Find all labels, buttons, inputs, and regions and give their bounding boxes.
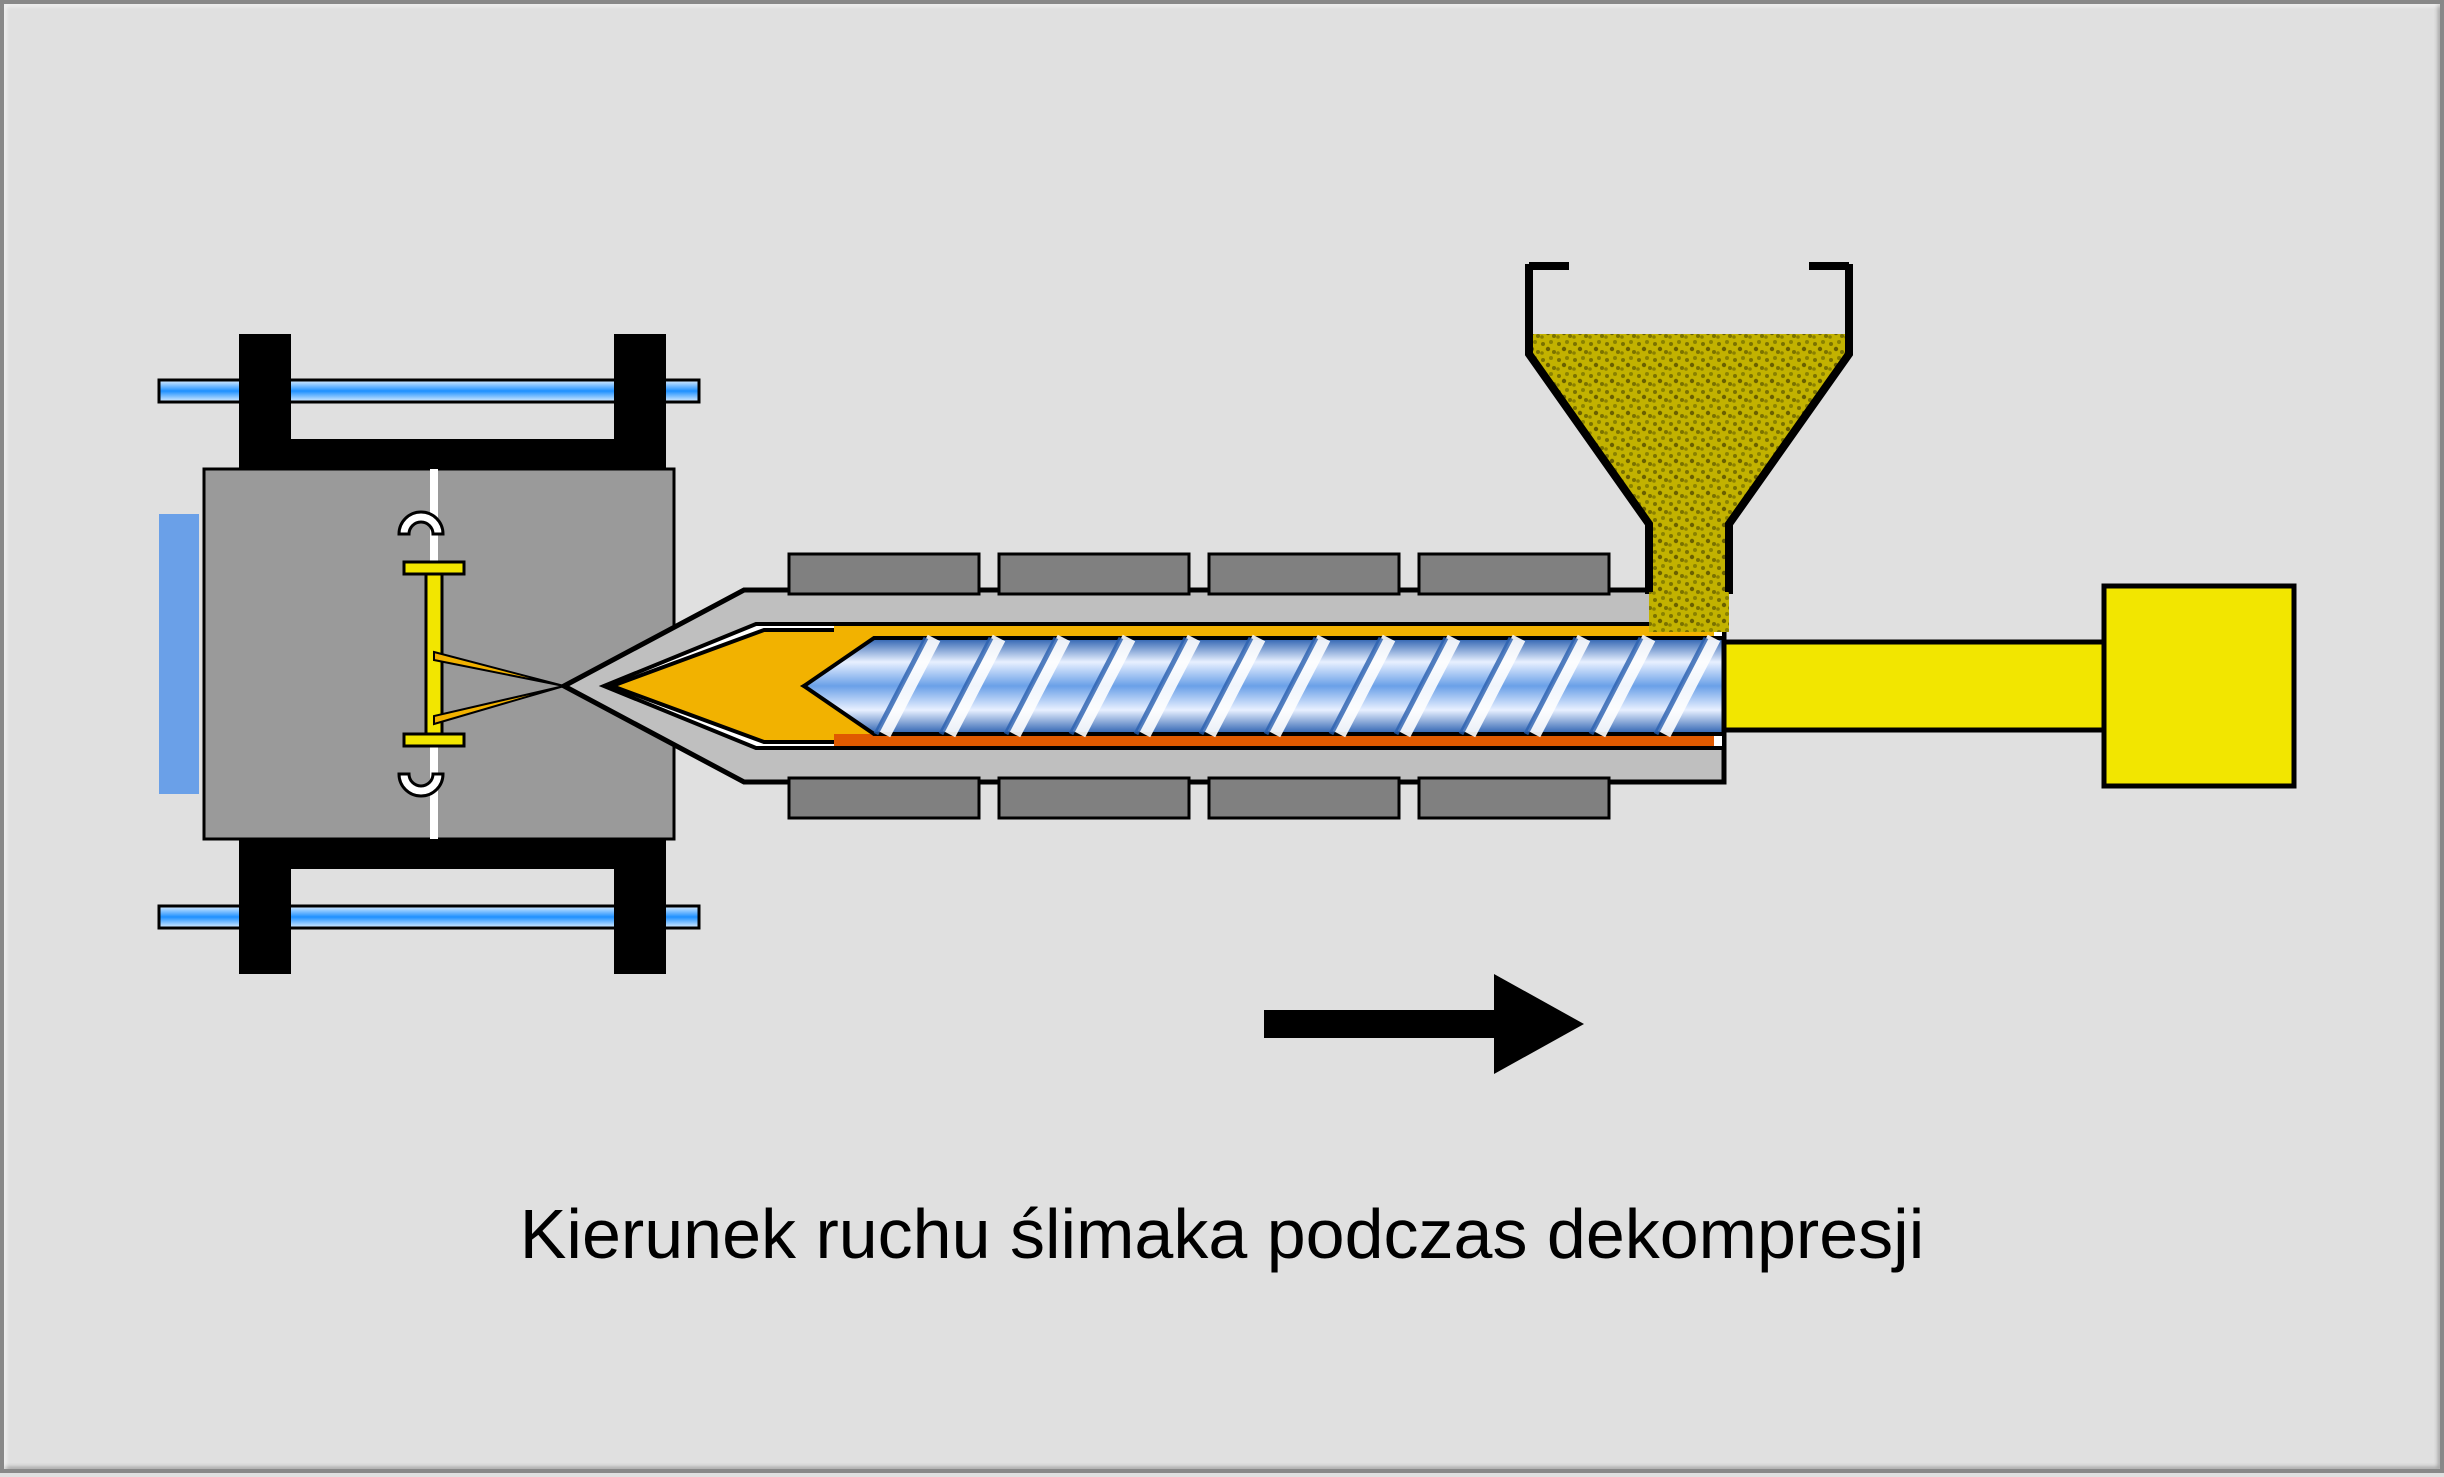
platen-bar-top bbox=[239, 439, 666, 469]
mold-assembly bbox=[159, 334, 699, 974]
caption-text: Kierunek ruchu ślimaka podczas dekompres… bbox=[4, 1194, 2440, 1274]
back-platen bbox=[159, 514, 199, 794]
mold-cavity-bottom bbox=[404, 734, 464, 746]
mold-cavity-top bbox=[404, 562, 464, 574]
diagram-frame: Kierunek ruchu ślimaka podczas dekompres… bbox=[0, 0, 2444, 1473]
piston-drive bbox=[1724, 586, 2294, 786]
barrel-assembly bbox=[564, 554, 1724, 818]
piston-rod bbox=[1724, 642, 2104, 730]
screw bbox=[804, 638, 1724, 734]
platen-bar-bottom bbox=[239, 839, 666, 869]
direction-arrow bbox=[1264, 974, 1584, 1074]
piston-block bbox=[2104, 586, 2294, 786]
